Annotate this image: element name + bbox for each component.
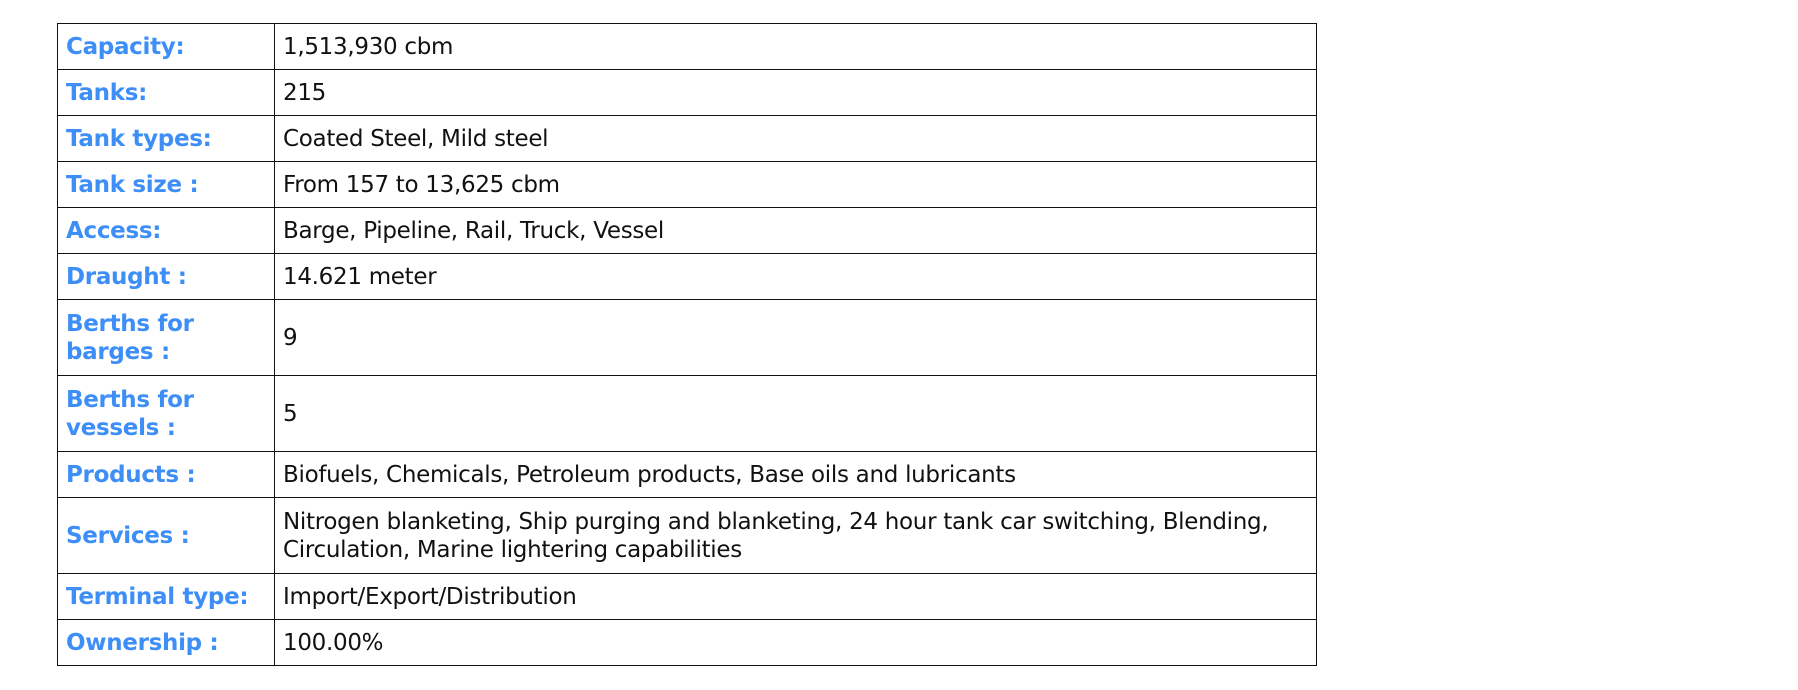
table-row: Berths for vessels :5 [57, 375, 1317, 452]
row-value: 215 [274, 69, 1317, 116]
row-label: Capacity: [57, 23, 275, 70]
row-value: 1,513,930 cbm [274, 23, 1317, 70]
row-label: Ownership : [57, 619, 275, 666]
table-row: Tank size : From 157 to 13,625 cbm [57, 161, 1317, 208]
row-value: Coated Steel, Mild steel [274, 115, 1317, 162]
row-value: Nitrogen blanketing, Ship purging and bl… [274, 497, 1317, 574]
row-value: Barge, Pipeline, Rail, Truck, Vessel [274, 207, 1317, 254]
table-row: Products : Biofuels, Chemicals, Petroleum… [57, 451, 1317, 498]
row-label: Tank types: [57, 115, 275, 162]
row-label: Berths for vessels : [57, 375, 275, 452]
row-label: Tank size : [57, 161, 275, 208]
row-value: 5 [274, 375, 1317, 452]
terminal-details-table: Capacity: 1,513,930 cbm Tanks: 215 Tank type… [57, 23, 1317, 666]
row-label: Access: [57, 207, 275, 254]
table-row: Berths for barges :9 [57, 299, 1317, 376]
row-label: Berths for barges : [57, 299, 275, 376]
row-value: 9 [274, 299, 1317, 376]
table-row: Capacity: 1,513,930 cbm [57, 23, 1317, 70]
row-label: Tanks: [57, 69, 275, 116]
row-label: Terminal type: [57, 573, 275, 620]
row-value: From 157 to 13,625 cbm [274, 161, 1317, 208]
table-row: Tanks: 215 [57, 69, 1317, 116]
table-row: Draught :14.621 meter [57, 253, 1317, 300]
table-row: Terminal type: Import/Export/Distribution [57, 573, 1317, 620]
row-value: 14.621 meter [274, 253, 1317, 300]
row-label: Draught : [57, 253, 275, 300]
row-label: Services : [57, 497, 275, 574]
table-row: Ownership :100.00% [57, 619, 1317, 666]
row-value: Biofuels, Chemicals, Petroleum products,… [274, 451, 1317, 498]
row-label: Products : [57, 451, 275, 498]
table-row: Services : Nitrogen blanketing, Ship purg… [57, 497, 1317, 574]
table-row: Access: Barge, Pipeline, Rail, Truck, Ves… [57, 207, 1317, 254]
row-value: 100.00% [274, 619, 1317, 666]
row-value: Import/Export/Distribution [274, 573, 1317, 620]
table-row: Tank types: Coated Steel, Mild steel [57, 115, 1317, 162]
